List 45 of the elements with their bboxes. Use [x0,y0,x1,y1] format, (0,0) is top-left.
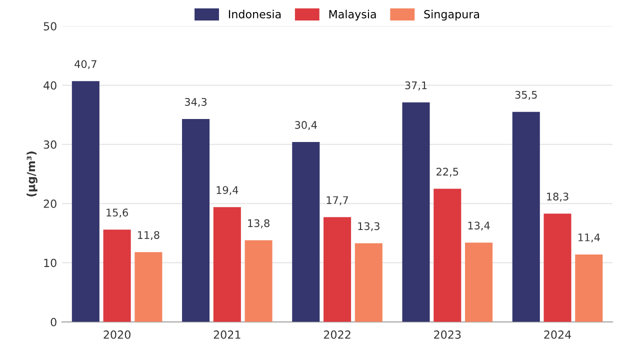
legend-label: Indonesia [228,10,281,18]
data-label: 37,1 [405,81,427,90]
data-label: 15,6 [106,208,128,218]
bar [434,188,462,322]
x-tick-label: 2022 [324,330,350,339]
y-tick-label: 50 [44,22,56,30]
x-tick-label: 2020 [104,330,130,339]
bar [103,230,131,322]
data-label: 13,4 [468,222,490,231]
data-label: 22,5 [436,168,458,177]
x-tick-label: 2021 [214,330,240,339]
bar [575,254,603,322]
bar [512,112,540,322]
data-label: 19,4 [216,186,238,196]
bar [213,207,241,322]
bar [244,240,272,322]
y-tick-label: 30 [44,140,56,149]
data-label: 11,8 [138,231,160,240]
data-label: 13,8 [248,219,270,228]
legend-label: Malaysia [329,10,376,21]
bar [354,243,382,322]
data-label: 34,3 [184,98,207,107]
y-tick-label: 40 [44,81,56,90]
bar [402,102,430,322]
y-tick-label: 10 [44,258,56,268]
data-label: 17,7 [326,196,348,206]
bar [324,217,352,322]
data-label: 35,5 [515,90,537,100]
bar [134,252,162,322]
bar [72,81,100,322]
bar [292,142,320,322]
x-tick-label: 2024 [544,330,572,339]
bar [465,242,493,322]
y-tick-label: 20 [44,200,56,208]
x-tick-label: 2023 [434,330,461,339]
data-label: 30,4 [295,121,317,130]
bar [182,118,210,322]
legend-label: Singapura [424,10,480,21]
y-tick-label: 0 [50,318,56,326]
data-label: 40,7 [74,60,96,70]
data-label: 13,3 [358,222,380,232]
data-label: 11,4 [578,234,600,242]
bar [544,214,572,322]
y-axis-title: (µg/m³) [26,152,38,196]
data-label: 18,3 [547,192,568,202]
